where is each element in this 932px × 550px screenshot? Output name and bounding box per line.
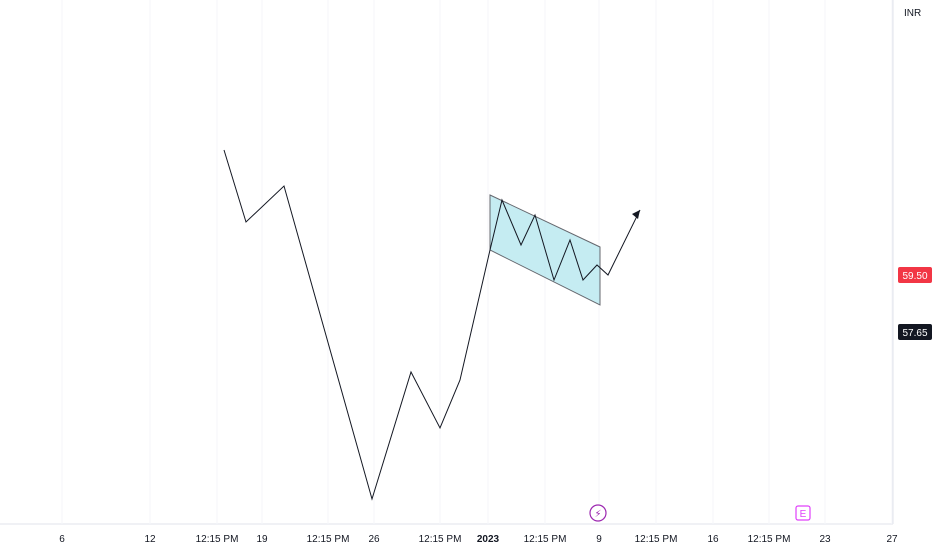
- price-badge: [898, 267, 932, 283]
- zigzag-path: [223, 149, 641, 501]
- x-tick-label: 12:15 PM: [635, 534, 678, 545]
- chart-grid: [0, 0, 894, 525]
- currency-label: INR: [904, 8, 921, 19]
- earnings-event-symbol: E: [800, 509, 807, 520]
- x-tick-label: 12: [144, 534, 156, 545]
- dividend-event-icon: [589, 504, 607, 522]
- x-tick-label: 23: [819, 534, 831, 545]
- earnings-event-icon: [795, 505, 811, 521]
- price-badge-label: 59.50: [902, 271, 927, 282]
- trend-drawings: [223, 149, 641, 501]
- event-markers[interactable]: ⚡ E: [589, 504, 811, 522]
- price-badge-label: 57.65: [902, 328, 927, 339]
- x-tick-label: 9: [596, 534, 602, 545]
- x-tick-label: 6: [59, 534, 65, 545]
- time-axis[interactable]: 6 12 12:15 PM 19 12:15 PM 26 12:15 PM 2023 12:15…: [59, 534, 898, 545]
- x-tick-label: 27: [886, 534, 898, 545]
- price-badges: 59.50 57.65: [898, 267, 932, 340]
- x-tick-label: 16: [707, 534, 719, 545]
- x-tick-label: 12:15 PM: [196, 534, 239, 545]
- x-tick-label: 19: [256, 534, 268, 545]
- x-tick-label: 12:15 PM: [307, 534, 350, 545]
- x-tick-label: 12:15 PM: [419, 534, 462, 545]
- x-tick-label: 12:15 PM: [748, 534, 791, 545]
- x-tick-label: 26: [368, 534, 380, 545]
- price-badge: [898, 324, 932, 340]
- x-tick-label: 2023: [477, 534, 500, 545]
- arrow-head: [632, 210, 640, 219]
- dividend-event-symbol: ⚡: [594, 509, 601, 520]
- x-tick-label: 12:15 PM: [524, 534, 567, 545]
